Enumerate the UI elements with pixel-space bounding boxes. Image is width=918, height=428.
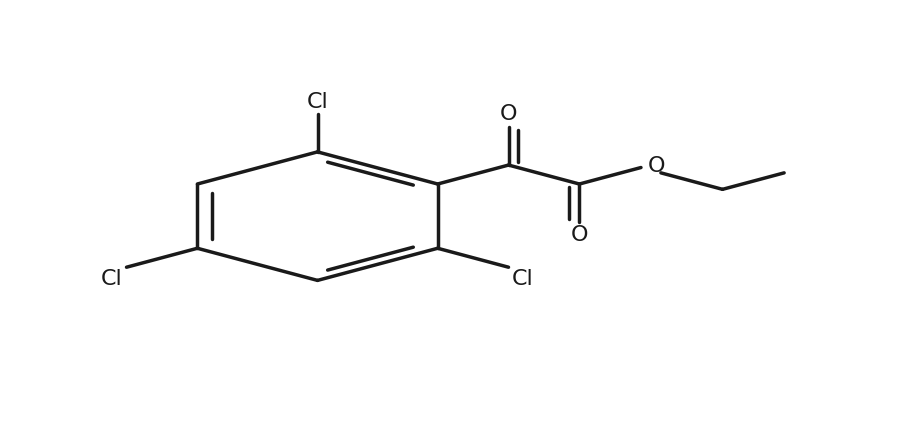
Text: Cl: Cl: [512, 269, 534, 289]
Text: Cl: Cl: [307, 92, 329, 112]
Text: O: O: [499, 104, 517, 124]
Text: O: O: [648, 156, 666, 176]
Text: O: O: [571, 225, 588, 245]
Text: Cl: Cl: [101, 269, 123, 289]
